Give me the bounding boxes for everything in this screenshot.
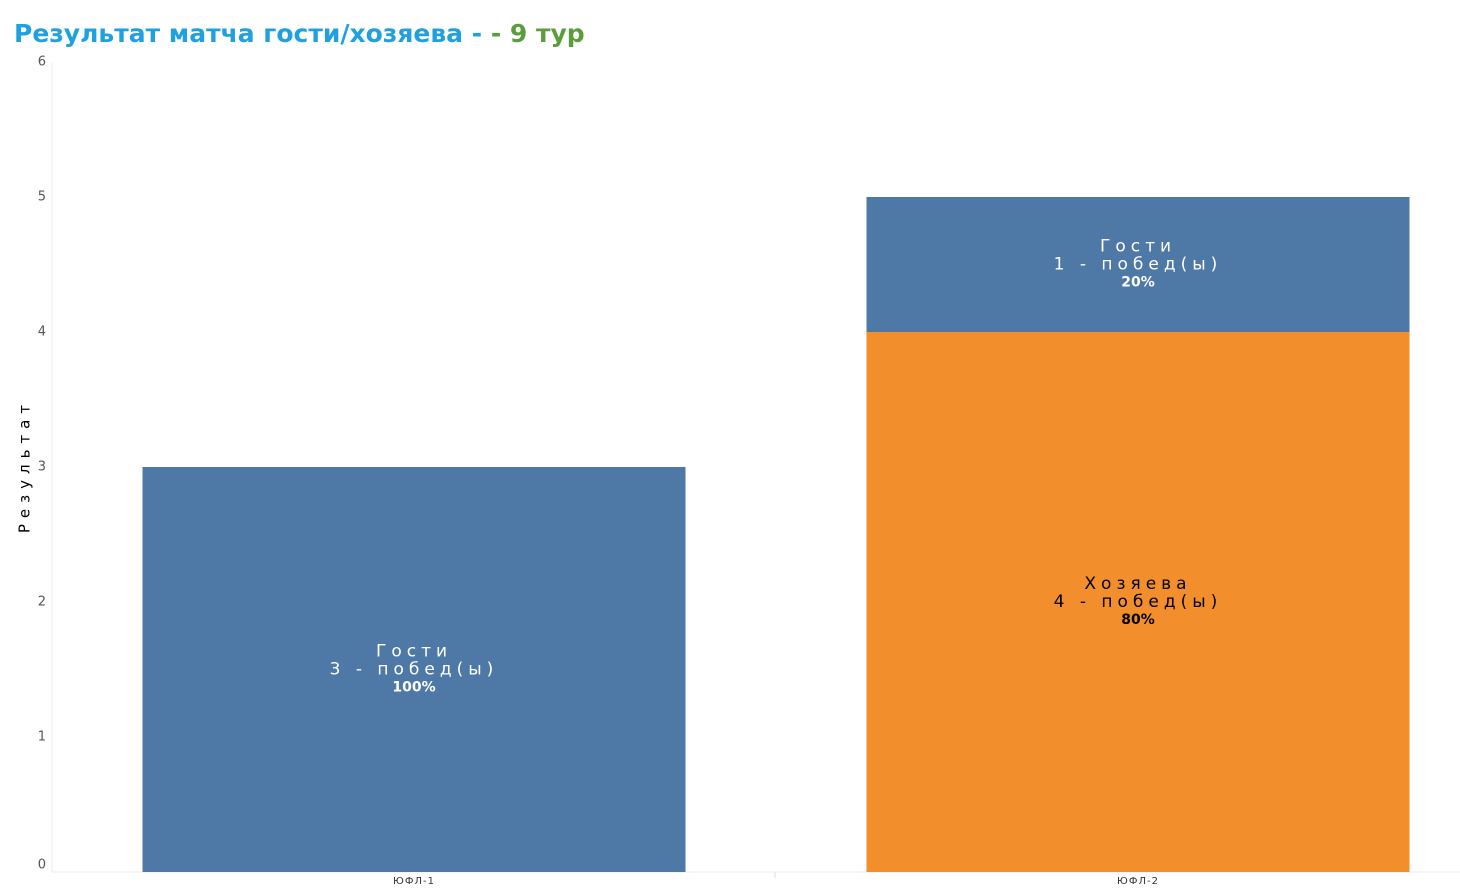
x-tick-label: ЮФЛ-1 [393,876,435,887]
y-tick-label: 3 [38,460,46,475]
subtitle: - 9 тур [491,19,585,48]
y-axis-label: Результат [16,399,34,533]
value-label: 4 - побед(ы) [1054,592,1223,612]
value-label: 1 - побед(ы) [1054,255,1223,275]
chart-title: Результат матча гости/хозяева - - 9 тур [14,19,585,48]
y-tick-label: 4 [38,325,46,340]
y-tick-label: 2 [38,595,46,610]
share-label: 20% [1121,275,1155,291]
x-tick-label: ЮФЛ-2 [1117,876,1159,887]
bar-segment [866,197,1410,332]
bar-segment [866,332,1410,872]
bar-segment [142,467,686,872]
y-tick-label: 5 [38,190,46,205]
y-tick-label: 1 [38,730,46,745]
segment-name: Гости [1100,237,1176,257]
title: Результат матча гости/хозяева - [14,19,491,48]
y-tick-label: 0 [38,858,46,873]
value-label: 3 - побед(ы) [330,660,499,680]
share-label: 100% [392,680,435,696]
segment-name: Гости [376,642,452,662]
segment-name: Хозяева [1084,574,1191,594]
share-label: 80% [1121,612,1155,628]
y-tick-label: 6 [38,55,46,70]
